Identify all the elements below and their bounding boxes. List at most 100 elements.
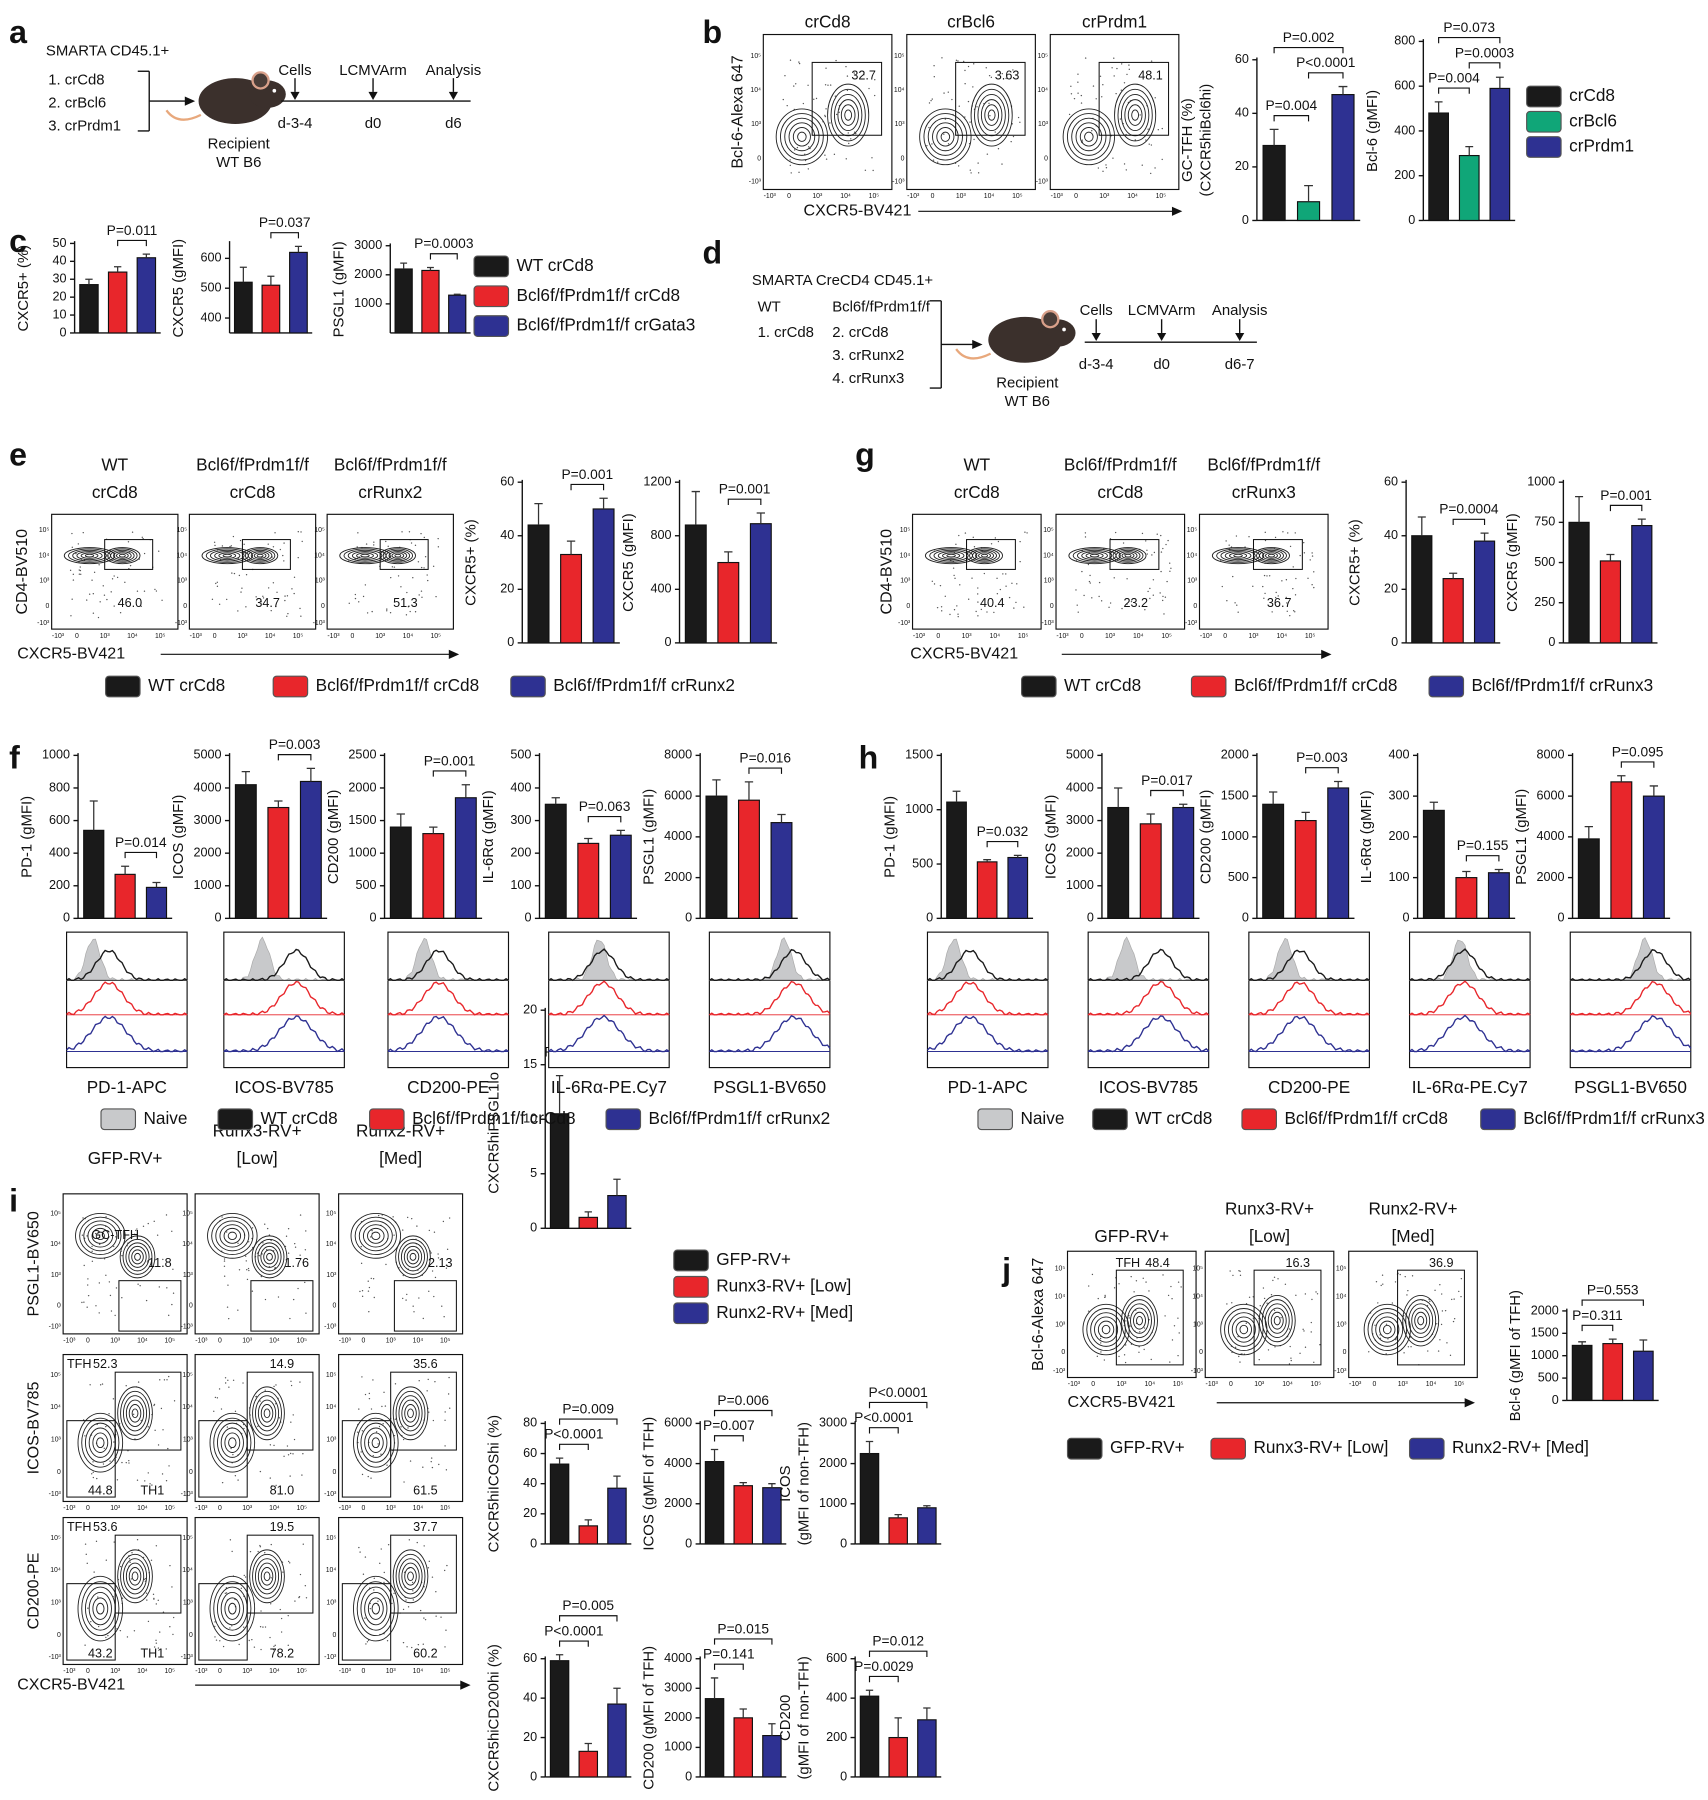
- event-dot: [361, 1376, 363, 1378]
- event-dot: [87, 1294, 90, 1297]
- error-bar: [1617, 775, 1626, 782]
- event-dot: [1270, 1294, 1273, 1296]
- bar: [1631, 524, 1653, 644]
- contour: [1256, 548, 1287, 563]
- flow-tick-label: 0: [57, 1303, 61, 1310]
- bar: [83, 829, 105, 919]
- event-dot: [386, 608, 388, 610]
- significance-bracket: [713, 1409, 773, 1417]
- event-dot: [109, 1294, 112, 1297]
- flow-tick-label: 10⁴: [1133, 633, 1144, 640]
- contour: [972, 549, 997, 562]
- event-dot: [98, 564, 100, 566]
- contour: [1133, 1311, 1146, 1330]
- contour: [247, 549, 273, 562]
- flow-tick-label: 10⁴: [1426, 1381, 1437, 1388]
- legend-swatch: [977, 1108, 1013, 1131]
- bar: [607, 1487, 627, 1545]
- event-dot: [1123, 82, 1126, 84]
- flow-tick-label: 10⁵: [869, 193, 880, 200]
- y-tick-label: 200: [49, 878, 70, 892]
- event-dot: [383, 1571, 385, 1574]
- event-dot: [247, 1241, 250, 1243]
- flow-tick-label: 10⁵: [1055, 1266, 1066, 1273]
- event-dot: [131, 531, 134, 533]
- event-dot: [290, 1421, 292, 1423]
- event-dot: [283, 560, 285, 562]
- y-tick-label: 10: [523, 1112, 537, 1126]
- legend-swatch: [1021, 675, 1057, 698]
- flow-tick-label: 10⁵: [751, 53, 762, 60]
- flow-tick-label: -10³: [195, 1668, 208, 1675]
- error-bar: [768, 1483, 776, 1488]
- flow-tick-label: 10⁴: [50, 1404, 61, 1411]
- event-dot: [1100, 1342, 1102, 1344]
- event-dot: [845, 65, 847, 68]
- event-dot: [990, 76, 993, 79]
- significance-bracket: [1305, 767, 1339, 774]
- event-dot: [243, 1427, 245, 1430]
- contour: [209, 1412, 256, 1473]
- plot-title: [Med]: [379, 1148, 422, 1168]
- label: 1. crCd8: [48, 71, 104, 88]
- event-dot: [162, 1429, 164, 1431]
- contour: [395, 1553, 426, 1599]
- y-tick-label: 60: [500, 475, 514, 489]
- event-dot: [1395, 1338, 1397, 1341]
- event-dot: [214, 1625, 216, 1628]
- event-dot: [445, 1629, 447, 1631]
- y-axis-label: Bcl-6-Alexa 647: [728, 55, 746, 168]
- bar: [544, 803, 567, 919]
- event-dot: [1290, 1359, 1292, 1362]
- event-dot: [223, 1260, 226, 1262]
- x-axis-label: CXCR5-BV421: [17, 645, 125, 663]
- contour: [933, 549, 969, 562]
- flow-tick-label: 10⁵: [326, 1210, 337, 1217]
- flow-tick-label: -10³: [913, 633, 926, 640]
- flow-tick-label: 0: [86, 1668, 90, 1675]
- flow-tick-label: 10⁴: [50, 1567, 61, 1574]
- contour: [211, 1216, 254, 1255]
- y-axis-label: PSGL1-BV650: [25, 1211, 43, 1316]
- error-bar: [739, 1708, 747, 1718]
- error-bar: [1429, 801, 1439, 811]
- gate: [241, 539, 291, 570]
- event-dot: [302, 1543, 304, 1545]
- y-axis-label: CXCR5 (gMFI): [620, 513, 637, 612]
- gate-label: 40.4: [980, 596, 1005, 610]
- contour: [339, 547, 391, 565]
- event-dot: [422, 1466, 424, 1468]
- event-dot: [428, 1560, 430, 1563]
- contour: [113, 551, 132, 561]
- histogram-frame: [1569, 931, 1692, 1069]
- event-dot: [1387, 1338, 1389, 1340]
- label: Bcl6f/fPrdm1f/f: [832, 299, 931, 316]
- flow-tick-label: 10³: [326, 1600, 337, 1607]
- event-dot: [97, 616, 100, 619]
- plot-title: [Low]: [237, 1148, 278, 1168]
- event-dot: [166, 1379, 168, 1381]
- event-dot: [158, 1286, 161, 1288]
- event-dot: [416, 1541, 418, 1544]
- bar: [1262, 144, 1286, 222]
- gate-label: 61.5: [413, 1484, 438, 1498]
- flow-tick-label: -10³: [195, 1338, 208, 1345]
- flow-tick-label: 0: [901, 155, 905, 162]
- x-axis-label: CD200-PE: [1268, 1077, 1350, 1097]
- flow-tick-label: 0: [189, 1632, 193, 1639]
- flow-tick-label: -10³: [1191, 1368, 1204, 1375]
- event-dot: [846, 75, 849, 77]
- event-dot: [1252, 585, 1254, 588]
- flow-tick-label: 10⁵: [155, 633, 166, 640]
- event-dot: [428, 1290, 430, 1292]
- error-bar: [1334, 780, 1343, 788]
- y-tick-label: 10: [53, 307, 67, 321]
- event-dot: [1229, 1270, 1231, 1272]
- event-dot: [430, 1460, 432, 1463]
- event-dot: [372, 1379, 374, 1381]
- label: Recipient: [996, 374, 1059, 391]
- bar: [888, 1736, 908, 1778]
- flow-tick-label: 0: [936, 633, 940, 640]
- p-value: P<0.0001: [854, 1410, 913, 1425]
- bar: [145, 886, 168, 919]
